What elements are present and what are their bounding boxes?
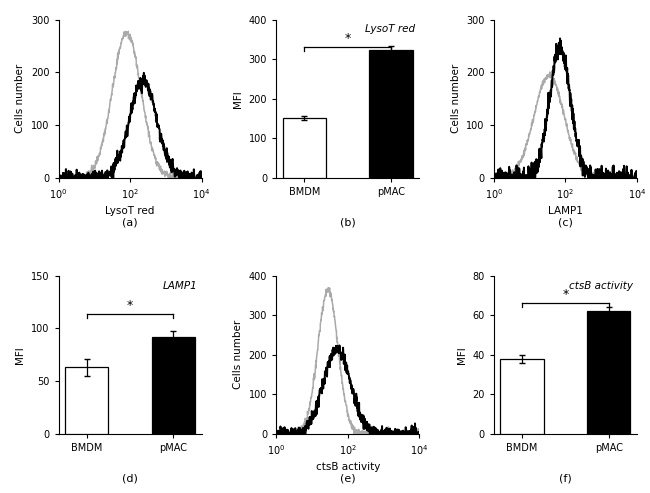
Text: (f): (f) bbox=[559, 473, 572, 483]
Text: LAMP1: LAMP1 bbox=[162, 281, 198, 290]
Text: (e): (e) bbox=[340, 473, 356, 483]
Bar bbox=[152, 337, 195, 434]
Y-axis label: Cells number: Cells number bbox=[16, 64, 25, 134]
Y-axis label: MFI: MFI bbox=[457, 346, 467, 364]
Bar bbox=[65, 367, 109, 434]
Bar bbox=[587, 312, 630, 434]
Text: *: * bbox=[127, 299, 133, 312]
Bar bbox=[500, 359, 543, 434]
Text: (a): (a) bbox=[122, 217, 138, 227]
Text: ctsB activity: ctsB activity bbox=[569, 281, 632, 290]
Text: (b): (b) bbox=[340, 217, 356, 227]
Y-axis label: MFI: MFI bbox=[16, 346, 25, 364]
Text: *: * bbox=[344, 32, 351, 45]
X-axis label: LAMP1: LAMP1 bbox=[548, 206, 583, 216]
Bar bbox=[283, 118, 326, 178]
Y-axis label: MFI: MFI bbox=[233, 90, 243, 107]
Y-axis label: Cells number: Cells number bbox=[450, 64, 461, 134]
Text: (c): (c) bbox=[558, 217, 573, 227]
X-axis label: ctsB activity: ctsB activity bbox=[315, 462, 380, 472]
X-axis label: LysoT red: LysoT red bbox=[105, 206, 155, 216]
Bar bbox=[369, 50, 413, 178]
Text: *: * bbox=[562, 288, 569, 301]
Y-axis label: Cells number: Cells number bbox=[233, 320, 243, 389]
Text: LysoT red: LysoT red bbox=[365, 25, 415, 35]
Text: (d): (d) bbox=[122, 473, 138, 483]
